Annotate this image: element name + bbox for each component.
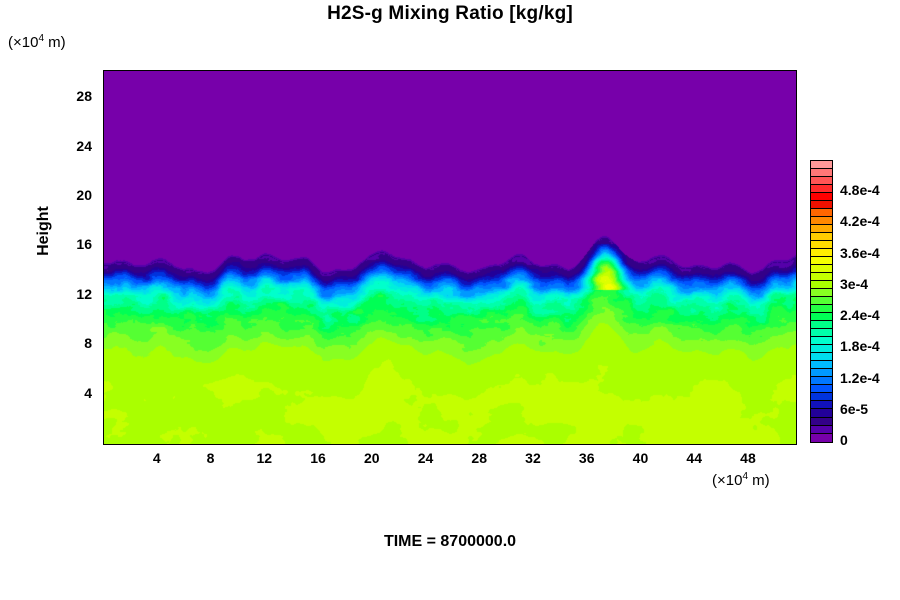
x-unit-suffix: m) bbox=[748, 472, 770, 489]
colorbar-segment bbox=[811, 313, 832, 322]
colorbar-segment bbox=[811, 345, 832, 354]
colorbar-tick-label: 1.8e-4 bbox=[840, 338, 880, 355]
y-axis-tick-label: 16 bbox=[76, 236, 92, 253]
colorbar-segment bbox=[811, 305, 832, 314]
x-axis-tick-label: 12 bbox=[256, 450, 273, 466]
page-title: H2S-g Mixing Ratio [kg/kg] bbox=[327, 3, 573, 24]
x-axis-tick-label: 40 bbox=[632, 450, 649, 466]
x-axis-tick-label: 4 bbox=[152, 450, 161, 466]
colorbar-segment bbox=[811, 233, 832, 242]
colorbar-segment bbox=[811, 281, 832, 290]
x-axis-tick-label: 36 bbox=[578, 450, 595, 466]
x-axis-tick-label: 20 bbox=[363, 450, 380, 466]
colorbar-tick-label: 4.2e-4 bbox=[840, 213, 880, 230]
y-unit-suffix: m) bbox=[44, 34, 66, 51]
colorbar-tick-label: 2.4e-4 bbox=[840, 307, 880, 324]
heatmap-field bbox=[104, 71, 796, 444]
colorbar-segment bbox=[811, 201, 832, 210]
colorbar bbox=[810, 160, 833, 443]
colorbar-segment bbox=[811, 321, 832, 330]
x-axis-unit-label: (×104 m) bbox=[712, 471, 770, 489]
colorbar-segment bbox=[811, 369, 832, 378]
x-axis-tick-label: 24 bbox=[417, 450, 434, 466]
y-axis-unit-label: (×104 m) bbox=[8, 33, 66, 51]
x-unit-exponent: 4 bbox=[742, 471, 749, 482]
colorbar-segment bbox=[811, 409, 832, 418]
colorbar-segment bbox=[811, 217, 832, 226]
colorbar-segment bbox=[811, 289, 832, 298]
colorbar-segment bbox=[811, 193, 832, 202]
x-axis-tick-label: 8 bbox=[206, 450, 215, 466]
colorbar-segment bbox=[811, 257, 832, 266]
colorbar-segment bbox=[811, 297, 832, 306]
colorbar-segment bbox=[811, 241, 832, 250]
colorbar-segment bbox=[811, 353, 832, 362]
colorbar-tick-label: 6e-5 bbox=[840, 400, 869, 417]
colorbar-segment bbox=[811, 209, 832, 218]
x-axis-tick-label: 16 bbox=[310, 450, 326, 466]
colorbar-segment bbox=[811, 329, 832, 338]
y-axis-tick-label: 28 bbox=[76, 88, 92, 105]
colorbar-segment bbox=[811, 425, 832, 434]
colorbar-tick-label: 1.2e-4 bbox=[840, 369, 880, 386]
colorbar-segment bbox=[811, 433, 832, 442]
x-unit-prefix: (×10 bbox=[712, 472, 743, 489]
plot-area bbox=[103, 70, 797, 445]
colorbar-tick-label: 0 bbox=[840, 432, 848, 448]
y-axis-tick-label: 12 bbox=[76, 285, 92, 302]
x-axis-tick-label: 44 bbox=[686, 450, 702, 466]
colorbar-segment bbox=[811, 249, 832, 258]
colorbar-segment bbox=[811, 337, 832, 346]
colorbar-segment bbox=[811, 393, 832, 402]
colorbar-segment bbox=[811, 161, 832, 170]
colorbar-segment bbox=[811, 185, 832, 194]
colorbar-segment bbox=[811, 265, 832, 274]
colorbar-segment bbox=[811, 401, 832, 410]
y-axis-tick-label: 8 bbox=[84, 335, 92, 352]
colorbar-tick-label: 4.8e-4 bbox=[840, 182, 880, 199]
time-annotation: TIME = 8700000.0 bbox=[383, 533, 517, 550]
x-axis-tick-label: 48 bbox=[740, 450, 756, 466]
y-axis-tick-label: 24 bbox=[76, 137, 92, 154]
x-axis-tick-label: 32 bbox=[525, 450, 541, 466]
colorbar-segment bbox=[811, 417, 832, 426]
colorbar-segment bbox=[811, 177, 832, 186]
colorbar-tick-label: 3.6e-4 bbox=[840, 244, 880, 261]
y-axis-tick-label: 4 bbox=[84, 384, 92, 401]
colorbar-segment bbox=[811, 361, 832, 370]
y-axis-tick-label: 20 bbox=[76, 186, 92, 203]
colorbar-segment bbox=[811, 225, 832, 234]
x-axis-tick-label: 28 bbox=[471, 450, 487, 466]
y-unit-prefix: (×10 bbox=[8, 34, 39, 51]
y-axis-title: Height bbox=[35, 206, 52, 256]
colorbar-segment bbox=[811, 273, 832, 282]
colorbar-segment bbox=[811, 377, 832, 386]
y-unit-exponent: 4 bbox=[38, 33, 45, 44]
colorbar-segment bbox=[811, 385, 832, 394]
colorbar-segment bbox=[811, 169, 832, 178]
colorbar-tick-label: 3e-4 bbox=[840, 275, 869, 292]
